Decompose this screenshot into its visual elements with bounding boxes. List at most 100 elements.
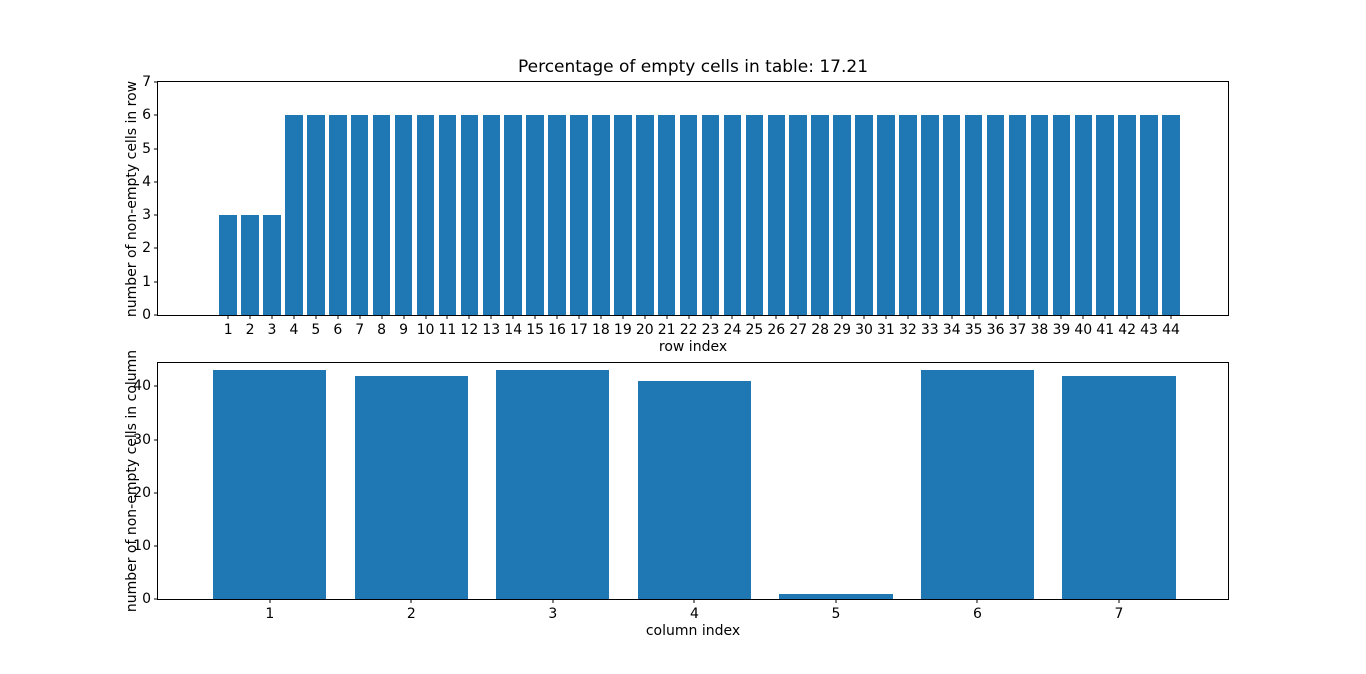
x-tick-label: 43 <box>1140 322 1158 338</box>
x-tick <box>1148 315 1150 319</box>
bar-29 <box>833 115 851 315</box>
x-tick <box>1060 315 1062 319</box>
x-tick <box>446 315 448 319</box>
bar-5 <box>307 115 325 315</box>
bar-5 <box>779 593 893 599</box>
x-tick <box>819 315 821 319</box>
y-tick-label: 1 <box>142 273 151 290</box>
y-tick <box>154 545 158 547</box>
x-tick <box>293 315 295 319</box>
x-tick-label: 30 <box>855 322 873 338</box>
x-tick <box>1118 599 1120 603</box>
x-tick-label: 19 <box>613 322 632 338</box>
x-tick-label: 38 <box>1030 322 1049 338</box>
x-tick-label: 15 <box>526 322 545 338</box>
x-tick-label: 9 <box>399 322 409 338</box>
x-tick-label: 18 <box>591 322 610 338</box>
y-tick <box>154 281 158 283</box>
bar-34 <box>942 115 961 315</box>
bar-6 <box>329 115 347 315</box>
x-tick <box>315 315 317 319</box>
column-chart-xlabel: column index <box>645 623 741 639</box>
x-tick <box>731 315 733 319</box>
bar-4 <box>637 381 752 599</box>
y-tick <box>154 314 158 316</box>
bar-16 <box>548 115 566 315</box>
x-tick-label: 2 <box>245 322 255 338</box>
x-tick-label: 27 <box>789 322 808 338</box>
x-tick-label: 21 <box>657 322 676 338</box>
x-tick <box>775 315 777 319</box>
x-tick-label: 1 <box>223 322 233 338</box>
y-tick <box>154 492 158 494</box>
bar-22 <box>679 115 698 315</box>
y-tick-label: 20 <box>133 484 151 501</box>
x-tick-label: 4 <box>289 322 299 338</box>
bar-33 <box>921 115 939 315</box>
bar-11 <box>438 115 457 315</box>
x-tick <box>863 315 865 319</box>
bar-32 <box>899 115 917 315</box>
x-tick-label: 14 <box>504 322 523 338</box>
x-tick <box>907 315 909 319</box>
x-tick <box>512 315 514 319</box>
x-tick <box>359 315 361 319</box>
x-tick <box>710 315 712 319</box>
x-tick <box>835 599 837 603</box>
x-tick <box>269 599 271 603</box>
bar-14 <box>504 115 522 315</box>
x-tick-label: 16 <box>548 322 566 338</box>
x-tick-label: 3 <box>548 606 558 622</box>
bar-8 <box>372 115 391 315</box>
x-tick-label: 23 <box>701 322 720 338</box>
x-tick-label: 2 <box>406 606 416 622</box>
x-tick <box>841 315 843 319</box>
x-tick-label: 33 <box>920 322 939 338</box>
bar-7 <box>350 115 369 315</box>
x-tick <box>885 315 887 319</box>
x-tick <box>1017 315 1018 319</box>
x-tick <box>688 315 690 319</box>
bar-28 <box>811 115 829 315</box>
bar-41 <box>1096 115 1114 315</box>
y-tick <box>154 81 158 83</box>
x-tick <box>381 315 383 319</box>
y-tick <box>154 598 158 600</box>
x-tick-label: 20 <box>635 322 654 338</box>
x-tick <box>753 315 755 319</box>
chart-title: Percentage of empty cells in table: 17.2… <box>517 57 869 77</box>
bar-44 <box>1162 115 1180 315</box>
y-tick <box>154 439 158 441</box>
x-tick-label: 11 <box>438 322 457 338</box>
x-tick-label: 29 <box>833 322 852 338</box>
x-tick <box>1170 315 1172 319</box>
bar-12 <box>460 115 479 315</box>
bar-20 <box>635 115 654 315</box>
bar-3 <box>496 370 610 599</box>
y-tick-label: 0 <box>142 591 151 607</box>
row-chart-axes: row index number of non-empty cells in r… <box>124 75 1229 354</box>
x-tick-label: 34 <box>942 322 961 338</box>
y-tick-label: 10 <box>133 537 151 554</box>
x-tick-label: 6 <box>973 606 982 622</box>
x-tick <box>693 599 695 603</box>
x-tick <box>797 315 799 319</box>
x-tick-label: 10 <box>416 322 435 338</box>
x-tick <box>973 315 975 319</box>
x-tick-label: 37 <box>1008 322 1027 338</box>
x-tick <box>951 315 953 319</box>
y-tick-label: 3 <box>142 207 151 224</box>
bar-26 <box>767 115 786 315</box>
y-tick <box>154 181 158 183</box>
x-tick-label: 13 <box>482 322 501 338</box>
x-tick-label: 4 <box>689 606 699 622</box>
bar-2 <box>354 375 468 599</box>
bar-4 <box>285 115 303 315</box>
bar-31 <box>877 115 895 315</box>
x-tick-label: 5 <box>311 322 321 338</box>
x-tick-label: 7 <box>355 322 365 338</box>
x-tick <box>578 315 580 319</box>
x-tick <box>1126 315 1128 319</box>
x-tick <box>929 315 931 319</box>
